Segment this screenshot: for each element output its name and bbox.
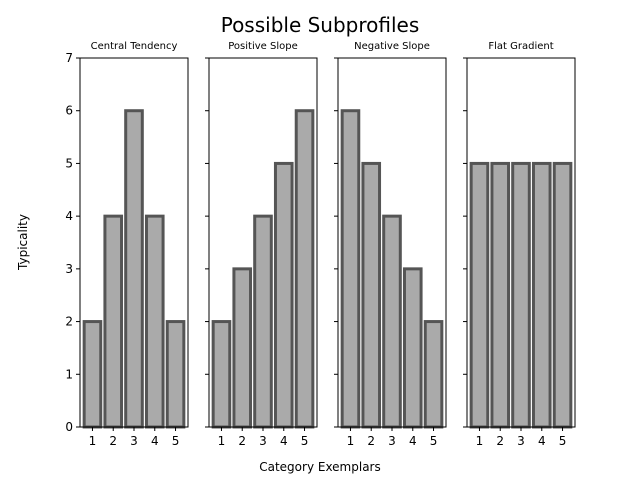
- y-tick-label: 3: [65, 262, 73, 276]
- x-tick-label: 4: [151, 434, 159, 448]
- x-tick-label: 1: [218, 434, 226, 448]
- x-tick-label: 4: [409, 434, 417, 448]
- figure-title: Possible Subprofiles: [221, 13, 420, 37]
- bar: [469, 161, 490, 429]
- bar: [361, 161, 382, 429]
- bar: [253, 214, 273, 429]
- x-tick-label: 3: [130, 434, 138, 448]
- x-tick-label: 5: [172, 434, 180, 448]
- panel-title: Flat Gradient: [488, 41, 553, 52]
- y-tick-label: 4: [65, 209, 73, 223]
- bar: [144, 214, 165, 429]
- x-tick-label: 3: [517, 434, 525, 448]
- x-tick-label: 2: [109, 434, 117, 448]
- bar: [423, 320, 444, 429]
- bar: [511, 161, 531, 429]
- x-tick-label: 2: [367, 434, 375, 448]
- y-tick-label: 7: [65, 51, 73, 65]
- x-tick-label: 1: [476, 434, 484, 448]
- bar: [82, 320, 103, 429]
- y-tick-label: 0: [65, 420, 73, 434]
- y-tick-label: 6: [65, 104, 73, 118]
- x-tick-label: 3: [259, 434, 267, 448]
- panel-title: Positive Slope: [228, 41, 297, 52]
- bar: [273, 161, 294, 429]
- bar: [382, 214, 402, 429]
- x-tick-label: 2: [496, 434, 504, 448]
- panel-title: Central Tendency: [91, 41, 178, 52]
- bar: [490, 161, 511, 429]
- x-tick-label: 4: [280, 434, 288, 448]
- y-tick-label: 2: [65, 315, 73, 329]
- panel-2: Positive Slope 1 2 3 4 5: [205, 41, 318, 448]
- x-tick-label: 1: [89, 434, 97, 448]
- x-tick-label: 5: [559, 434, 567, 448]
- bar: [294, 109, 315, 429]
- panel-3: Negative Slope 1 2 3 4 5: [334, 41, 447, 448]
- y-tick-label: 1: [65, 367, 73, 381]
- x-tick-label: 3: [388, 434, 396, 448]
- x-tick-label: 5: [301, 434, 309, 448]
- x-tick-label: 1: [347, 434, 355, 448]
- x-tick-label: 5: [430, 434, 438, 448]
- panel-title: Negative Slope: [354, 41, 430, 52]
- bar: [165, 320, 186, 429]
- y-axis-label: Typicality: [16, 214, 30, 271]
- panel-4: Flat Gradient 1 2 3 4 5: [463, 41, 576, 448]
- bar: [211, 320, 232, 429]
- bar: [552, 161, 573, 429]
- bar: [340, 109, 361, 429]
- y-tick-label: 5: [65, 156, 73, 170]
- bar: [531, 161, 552, 429]
- bar: [232, 267, 253, 429]
- bar: [103, 214, 124, 429]
- x-tick-label: 2: [238, 434, 246, 448]
- bar: [402, 267, 423, 429]
- bar: [124, 109, 144, 429]
- x-tick-label: 4: [538, 434, 546, 448]
- x-axis-label: Category Exemplars: [259, 460, 381, 474]
